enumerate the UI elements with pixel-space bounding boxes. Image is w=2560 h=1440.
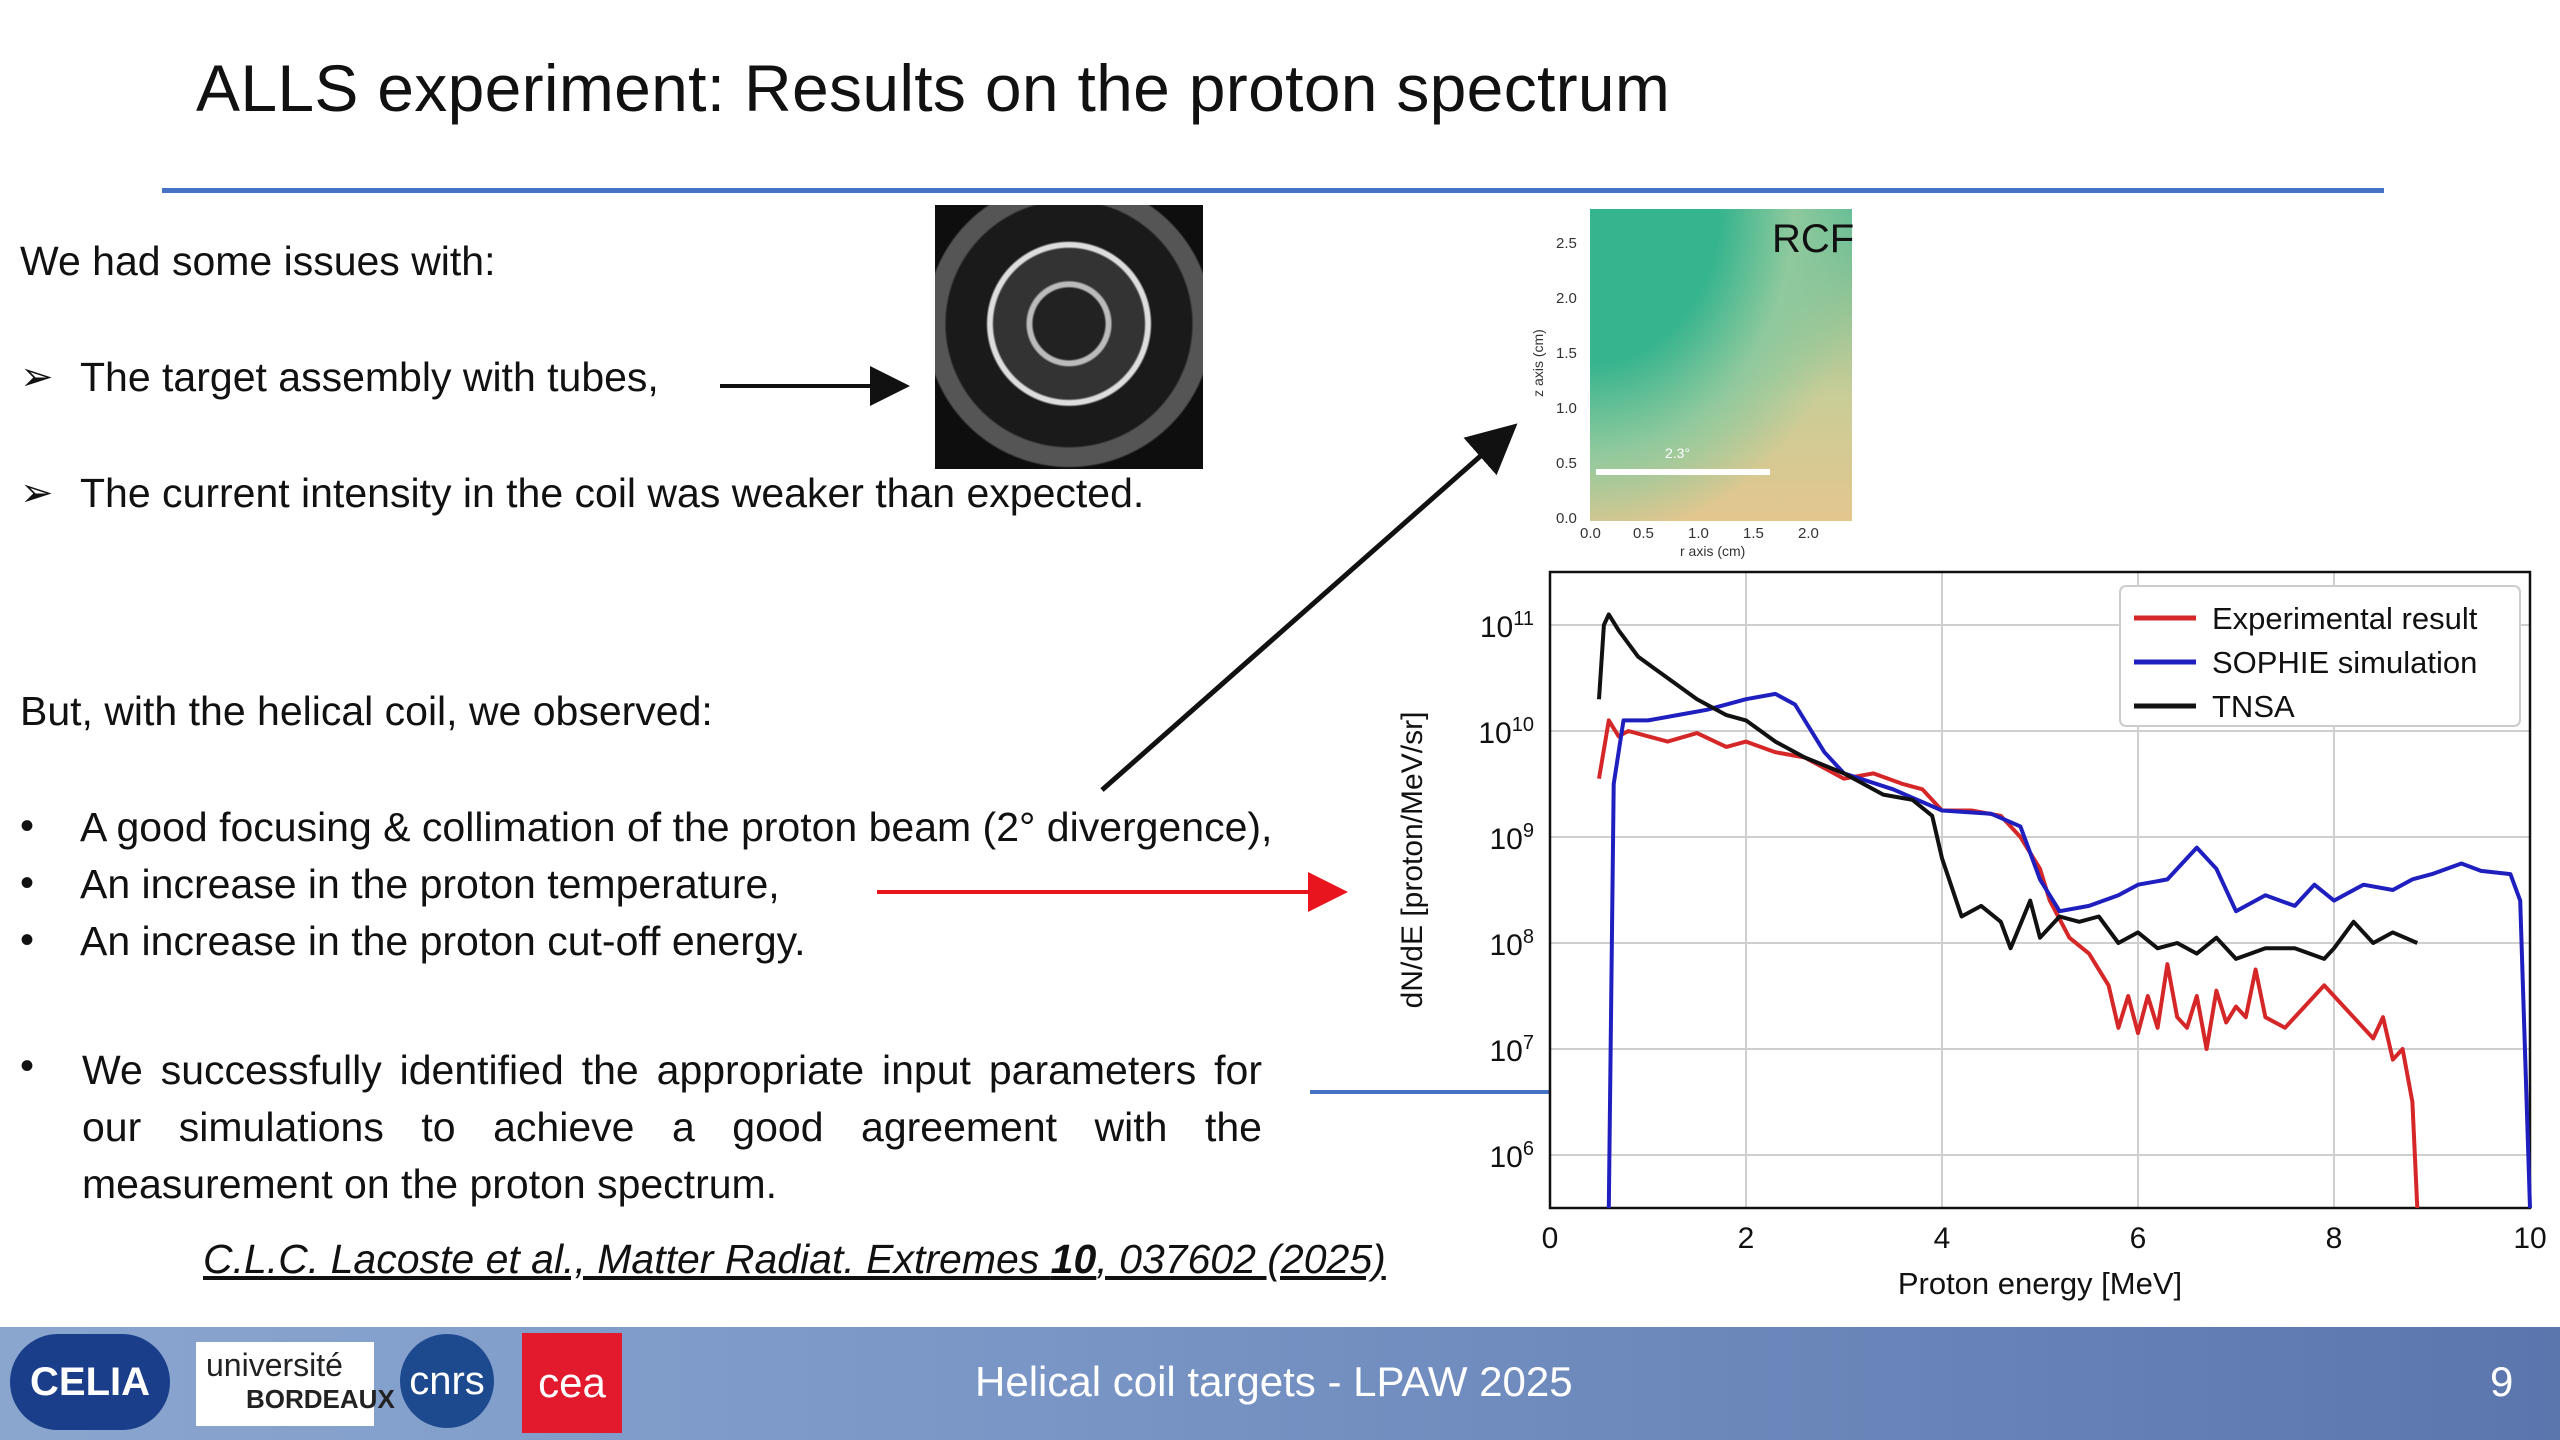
arrow-to-rcf [1100, 423, 1518, 792]
rcf-scale-bar [1596, 469, 1770, 475]
title-underline [162, 188, 2384, 193]
y-tick-label: 109 [1490, 820, 1535, 856]
y-tick-label: 106 [1490, 1138, 1535, 1174]
footer-title: Helical coil targets - LPAW 2025 [975, 1358, 1573, 1405]
ub-logo-line2: BORDEAUX [246, 1384, 395, 1414]
ub-logo-line1: université [206, 1347, 343, 1383]
slide-title: ALLS experiment: Results on the proton s… [196, 51, 1671, 125]
rcf-ytick: 0.0 [1556, 510, 1577, 527]
cea-logo: cea [522, 1333, 622, 1433]
observation-item-2: An increase in the proton temperature, [80, 861, 780, 907]
bullet-dot-icon: • [20, 1044, 35, 1088]
cnrs-logo: cnrs [400, 1334, 494, 1428]
series-line-sophie-simulation [1606, 691, 2532, 1209]
conclusion-paragraph: We successfully identified the appropria… [82, 1047, 1262, 1207]
target-assembly-image [935, 205, 1203, 469]
bullet-dot-icon: • [20, 804, 35, 848]
y-tick-label: 1011 [1480, 608, 1534, 644]
rcf-ytick: 1.0 [1556, 400, 1577, 417]
observation-item-3: An increase in the proton cut-off energy… [80, 918, 806, 964]
bullet-dot-icon: • [20, 861, 35, 905]
issue-item-1: The target assembly with tubes, [80, 354, 659, 400]
rcf-ytick: 1.5 [1556, 345, 1577, 362]
rcf-figure: 2.3° RCF 2.5 2.0 1.5 1.0 0.5 0.0 0.0 0.5… [1520, 205, 1860, 565]
arrow-bullet-icon: ➢ [20, 471, 54, 515]
plot-frame [1548, 570, 2532, 1210]
arrow-bullet-icon: ➢ [20, 355, 54, 399]
y-tick-label: 108 [1490, 926, 1535, 962]
observed-intro: But, with the helical coil, we observed: [20, 688, 713, 734]
legend-label: TNSA [2212, 689, 2295, 724]
y-tick-label: 107 [1490, 1032, 1535, 1068]
x-tick-label: 6 [2130, 1222, 2147, 1255]
legend-box [2119, 585, 2521, 727]
legend-label: SOPHIE simulation [2212, 645, 2477, 680]
x-tick-label: 2 [1738, 1222, 1755, 1255]
x-axis-label: Proton energy [MeV] [1898, 1266, 2182, 1301]
y-tick-label: 1010 [1478, 714, 1534, 750]
observation-item-1: A good focusing & collimation of the pro… [80, 804, 1273, 850]
rcf-xtick: 1.0 [1688, 525, 1709, 542]
rcf-xtick: 0.5 [1633, 525, 1654, 542]
issue-item-2: The current intensity in the coil was we… [80, 470, 1145, 516]
legend-label: Experimental result [2212, 601, 2478, 636]
x-tick-label: 4 [1934, 1222, 1951, 1255]
rcf-ytick: 2.5 [1556, 235, 1577, 252]
rcf-xtick: 0.0 [1580, 525, 1601, 542]
issues-intro: We had some issues with: [20, 238, 496, 284]
rcf-xtick: 1.5 [1743, 525, 1764, 542]
rcf-label: RCF [1772, 217, 1855, 261]
citation-pages: , 037602 (2025) [1096, 1236, 1386, 1282]
rcf-ytick: 2.0 [1556, 290, 1577, 307]
citation[interactable]: C.L.C. Lacoste et al., Matter Radiat. Ex… [203, 1236, 1386, 1283]
y-axis-label: dN/dE [proton/MeV/sr] [1396, 712, 1429, 1009]
citation-authors: C.L.C. Lacoste et al., Matter Radiat. Ex… [203, 1236, 1051, 1282]
citation-volume: 10 [1050, 1236, 1097, 1282]
x-tick-label: 10 [2513, 1222, 2546, 1255]
celia-logo: CELIA [10, 1334, 170, 1430]
rcf-scale-label: 2.3° [1665, 445, 1691, 461]
x-tick-label: 8 [2326, 1222, 2343, 1255]
rcf-ytick: 0.5 [1556, 455, 1577, 472]
universite-bordeaux-logo: université BORDEAUX [196, 1342, 395, 1426]
page-number: 9 [2490, 1358, 2514, 1405]
proton-spectrum-chart: 0 2 4 6 8 10 1011 1010 109 108 107 106 Experimental … [1396, 570, 2547, 1301]
series-line-experimental-result [1597, 718, 2420, 1209]
series-line-tnsa [1597, 612, 2419, 961]
rcf-xtick: 2.0 [1798, 525, 1819, 542]
rcf-xaxis-label: r axis (cm) [1680, 543, 1746, 559]
bullet-dot-icon: • [20, 918, 35, 962]
x-tick-label: 0 [1542, 1222, 1559, 1255]
